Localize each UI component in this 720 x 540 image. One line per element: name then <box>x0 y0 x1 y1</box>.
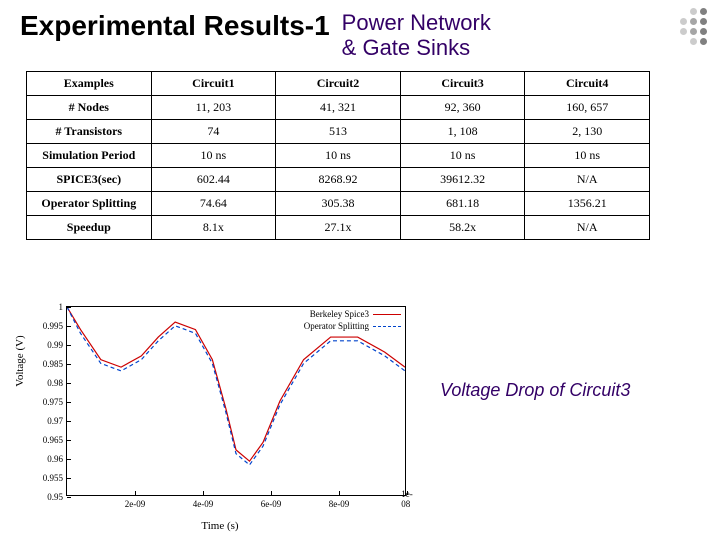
chart-lines-icon <box>67 307 405 495</box>
cell: 602.44 <box>151 167 276 191</box>
col-examples: Examples <box>27 71 152 95</box>
cell: 10 ns <box>276 143 401 167</box>
cell: 27.1x <box>276 215 401 239</box>
row-label: Simulation Period <box>27 143 152 167</box>
results-table: Examples Circuit1 Circuit2 Circuit3 Circ… <box>26 71 650 240</box>
x-tick-label: 8e-09 <box>329 499 350 509</box>
cell: 8268.92 <box>276 167 401 191</box>
y-tick-label: 0.99 <box>29 340 63 350</box>
y-tick-label: 0.98 <box>29 378 63 388</box>
col-circuit4: Circuit4 <box>525 71 650 95</box>
cell: 10 ns <box>525 143 650 167</box>
page-subtitle: Power Network & Gate Sinks <box>342 10 491 61</box>
cell: 160, 657 <box>525 95 650 119</box>
cell: 305.38 <box>276 191 401 215</box>
table-row: Speedup 8.1x 27.1x 58.2x N/A <box>27 215 650 239</box>
y-tick-label: 1 <box>29 302 63 312</box>
x-tick-label: 2e-09 <box>125 499 146 509</box>
cell: N/A <box>525 215 650 239</box>
plot-area: Berkeley Spice3 Operator Splitting 0.950… <box>66 306 406 496</box>
cell: 1, 108 <box>400 119 525 143</box>
row-label: Operator Splitting <box>27 191 152 215</box>
cell: 1356.21 <box>525 191 650 215</box>
table-row: # Nodes 11, 203 41, 321 92, 360 160, 657 <box>27 95 650 119</box>
y-tick-label: 0.97 <box>29 416 63 426</box>
row-label: # Transistors <box>27 119 152 143</box>
row-label: Speedup <box>27 215 152 239</box>
voltage-chart: Voltage (V) Berkeley Spice3 Operator Spl… <box>20 300 420 530</box>
y-tick-label: 0.975 <box>29 397 63 407</box>
col-circuit1: Circuit1 <box>151 71 276 95</box>
y-tick-label: 0.96 <box>29 454 63 464</box>
subtitle-line-2: & Gate Sinks <box>342 35 470 60</box>
cell: 58.2x <box>400 215 525 239</box>
chart-caption: Voltage Drop of Circuit3 <box>440 380 630 401</box>
table-row: Simulation Period 10 ns 10 ns 10 ns 10 n… <box>27 143 650 167</box>
cell: 74 <box>151 119 276 143</box>
table-row: # Transistors 74 513 1, 108 2, 130 <box>27 119 650 143</box>
cell: 10 ns <box>151 143 276 167</box>
table-row: Operator Splitting 74.64 305.38 681.18 1… <box>27 191 650 215</box>
cell: 41, 321 <box>276 95 401 119</box>
table-header-row: Examples Circuit1 Circuit2 Circuit3 Circ… <box>27 71 650 95</box>
y-tick-label: 0.955 <box>29 473 63 483</box>
x-tick-label: 4e-09 <box>193 499 214 509</box>
y-tick-label: 0.985 <box>29 359 63 369</box>
cell: 74.64 <box>151 191 276 215</box>
y-axis-label: Voltage (V) <box>14 335 26 386</box>
y-tick-label: 0.995 <box>29 321 63 331</box>
cell: 2, 130 <box>525 119 650 143</box>
y-tick-label: 0.965 <box>29 435 63 445</box>
cell: 681.18 <box>400 191 525 215</box>
cell: N/A <box>525 167 650 191</box>
cell: 39612.32 <box>400 167 525 191</box>
page-title: Experimental Results-1 <box>20 10 330 42</box>
x-axis-label: Time (s) <box>201 520 238 532</box>
table-row: SPICE3(sec) 602.44 8268.92 39612.32 N/A <box>27 167 650 191</box>
row-label: SPICE3(sec) <box>27 167 152 191</box>
cell: 513 <box>276 119 401 143</box>
cell: 8.1x <box>151 215 276 239</box>
cell: 11, 203 <box>151 95 276 119</box>
col-circuit2: Circuit2 <box>276 71 401 95</box>
col-circuit3: Circuit3 <box>400 71 525 95</box>
row-label: # Nodes <box>27 95 152 119</box>
subtitle-line-1: Power Network <box>342 10 491 35</box>
corner-dots-icon <box>680 8 708 46</box>
cell: 92, 360 <box>400 95 525 119</box>
x-tick-label: 6e-09 <box>261 499 282 509</box>
cell: 10 ns <box>400 143 525 167</box>
y-tick-label: 0.95 <box>29 492 63 502</box>
